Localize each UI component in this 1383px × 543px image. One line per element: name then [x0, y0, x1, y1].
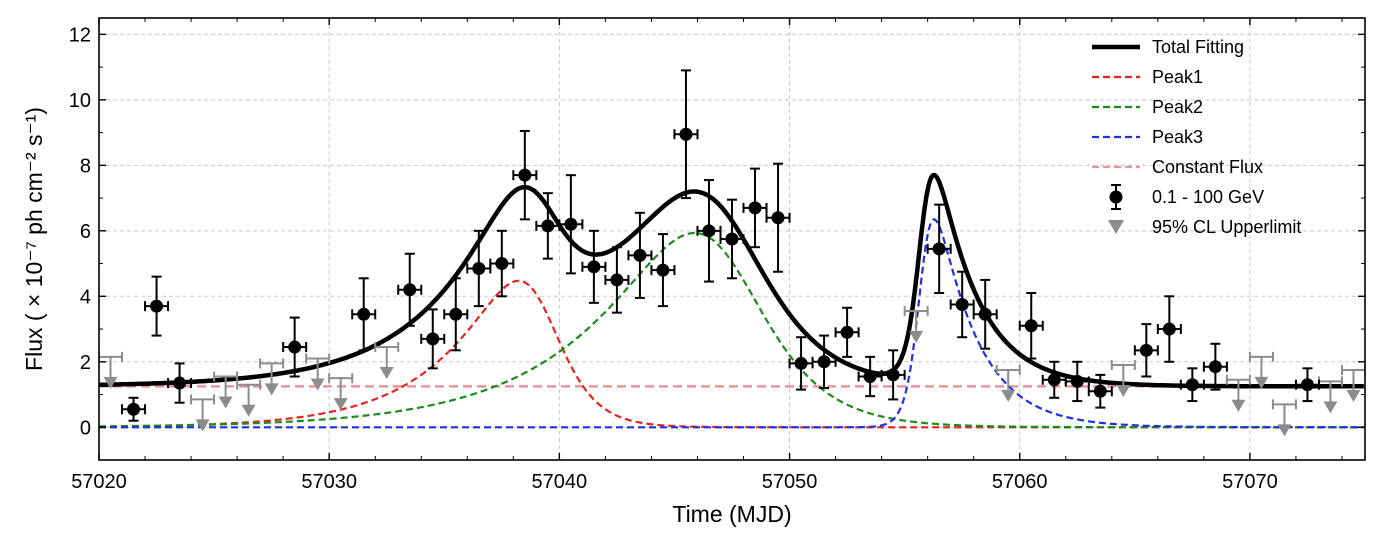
y-tick-label: 0 [80, 417, 91, 439]
upper-limit-marker [195, 419, 210, 432]
detection-points [121, 69, 1320, 422]
detection-point [656, 263, 670, 277]
upper-limit-marker [1231, 399, 1246, 412]
detection-point [426, 332, 440, 346]
detection-point [863, 370, 877, 384]
detection-point [978, 307, 992, 321]
detection-point [886, 368, 900, 382]
x-tick-label: 57030 [301, 471, 357, 493]
x-tick-label: 57060 [992, 471, 1048, 493]
detection-point [817, 355, 831, 369]
detection-point [610, 273, 624, 287]
upper-limit-marker [1001, 389, 1016, 402]
upper-limit-marker [1254, 376, 1269, 389]
detection-point [1208, 360, 1222, 374]
detection-point [633, 248, 647, 262]
detection-point [564, 217, 578, 231]
detection-point [725, 232, 739, 246]
y-tick-label: 12 [69, 24, 91, 46]
upper-limit-marker [1116, 385, 1131, 398]
detection-point [794, 356, 808, 370]
detection-point [1024, 319, 1038, 333]
legend-label-constant: Constant Flux [1152, 157, 1263, 177]
detection-point [357, 307, 371, 321]
detection-point [127, 402, 141, 416]
detection-point [679, 127, 693, 141]
detection-point [932, 242, 946, 256]
y-tick-label: 10 [69, 90, 91, 112]
upper-limit-marker [103, 376, 118, 389]
detection-point [449, 307, 463, 321]
legend-label-peak3: Peak3 [1152, 127, 1203, 147]
detection-point [587, 260, 601, 274]
x-tick-label: 57070 [1222, 471, 1278, 493]
legend-label-total: Total Fitting [1152, 37, 1244, 57]
y-axis-label: Flux ( × 10⁻⁷ ph cm⁻² s⁻¹) [21, 107, 47, 371]
detection-point [955, 297, 969, 311]
detection-point [771, 211, 785, 225]
upper-limit-marker [379, 367, 394, 380]
y-tick-label: 4 [80, 286, 91, 308]
detection-point [518, 168, 532, 182]
detection-point [403, 283, 417, 297]
legend-marker-points [1109, 190, 1123, 204]
axis-ticks: 57020 57030 57040 57050 57060 57070 0 2 4 6 8 10 12 [69, 18, 1365, 493]
upper-limit-marker [310, 378, 325, 391]
y-tick-label: 2 [80, 352, 91, 374]
detection-point [541, 219, 555, 233]
upper-limit-marker [909, 331, 924, 344]
detection-point [1139, 343, 1153, 357]
detection-point [1185, 378, 1199, 392]
upper-limit-marker [1346, 389, 1361, 402]
upper-limit-marker [264, 383, 279, 396]
legend-label-points: 0.1 - 100 GeV [1152, 187, 1264, 207]
detection-point [1070, 374, 1084, 388]
detection-point [288, 340, 302, 354]
legend-label-upper_limits: 95% CL Upperlimit [1152, 217, 1301, 237]
detection-point [472, 261, 486, 275]
legend-marker-upper-limit [1108, 220, 1124, 234]
detection-point [1300, 378, 1314, 392]
x-tick-label: 57020 [71, 471, 127, 493]
y-tick-label: 6 [80, 221, 91, 243]
peak1-curve [99, 279, 1364, 429]
legend: Total Fitting Peak1 Peak2 Peak3 Constant Flu… [1092, 37, 1301, 237]
x-tick-label: 57040 [532, 471, 588, 493]
detection-point [495, 257, 509, 271]
upper-limit-marker [1323, 401, 1338, 414]
upper-limit-marker [333, 398, 348, 411]
detection-point [173, 376, 187, 390]
detection-point [748, 201, 762, 215]
x-axis-label: Time (MJD) [672, 501, 791, 527]
detection-point [1162, 322, 1176, 336]
legend-label-peak2: Peak2 [1152, 97, 1203, 117]
detection-point [1093, 384, 1107, 398]
detection-point [1047, 373, 1061, 387]
detection-point [150, 299, 164, 313]
upper-limit-marker [241, 404, 256, 417]
plot-frame [98, 17, 1366, 461]
upper-limit-marker [1277, 424, 1292, 437]
y-tick-label: 8 [80, 155, 91, 177]
peak3-curve [99, 218, 1364, 429]
upper-limit-marker [218, 396, 233, 409]
detection-point [840, 325, 854, 339]
x-tick-label: 57050 [762, 471, 818, 493]
detection-point [702, 224, 716, 238]
legend-label-peak1: Peak1 [1152, 67, 1203, 87]
